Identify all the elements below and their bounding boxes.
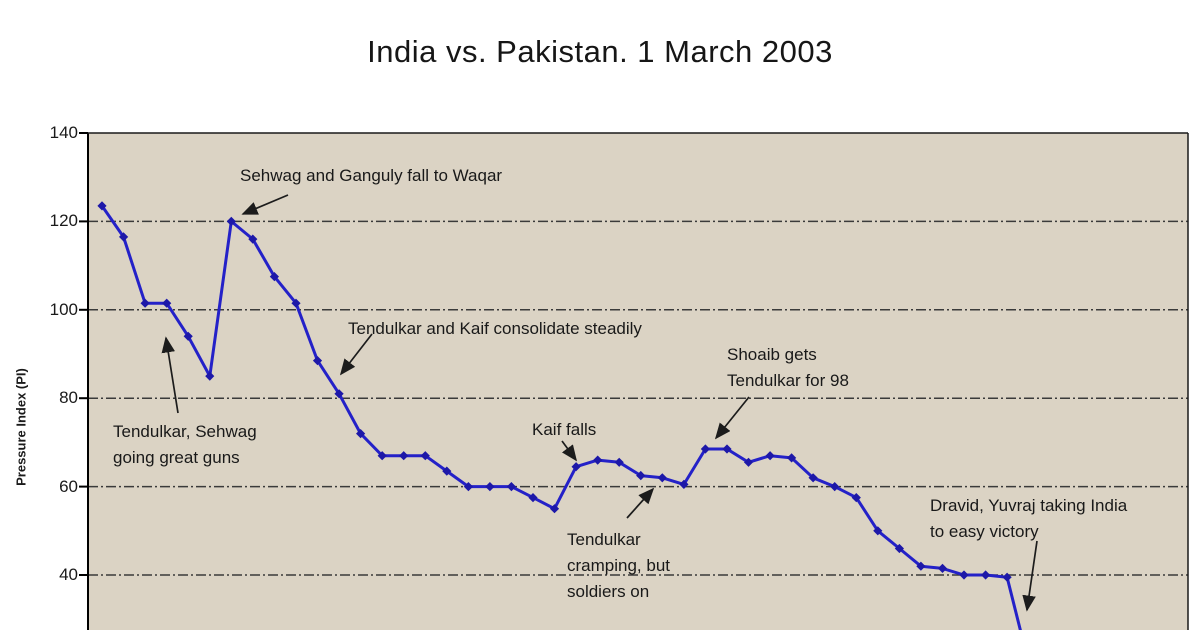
chart-annotation-6: Tendulkar cramping, but soldiers on (567, 530, 670, 601)
chart-annotation-5: Shoaib gets Tendulkar for 98 (727, 345, 849, 390)
annotation-arrow-6 (626, 487, 655, 519)
chart-annotation-2: Tendulkar, Sehwag going great guns (113, 422, 257, 467)
data-point-markers (97, 201, 1012, 582)
chart-annotation-4: Kaif falls (532, 420, 597, 439)
annotation-arrow-2 (161, 336, 179, 414)
y-tick-label-80: 80 (59, 388, 78, 408)
plot-area-background (88, 133, 1188, 630)
y-tick-label-120: 120 (49, 211, 78, 231)
annotation-arrow-3 (339, 333, 373, 376)
y-tick-label-100: 100 (49, 299, 78, 319)
annotation-arrow-4 (561, 440, 578, 462)
annotation-arrow-5 (714, 396, 750, 440)
chart-annotation-3: Tendulkar and Kaif consolidate steadily (348, 319, 642, 338)
chart-annotation-7: Dravid, Yuvraj taking India to easy vict… (930, 496, 1128, 541)
annotation-arrow-1 (241, 194, 289, 215)
y-tick-label-40: 40 (59, 565, 78, 584)
chart-title: India vs. Pakistan. 1 March 2003 (367, 34, 833, 69)
annotation-arrow-7 (1022, 540, 1038, 612)
chart-annotation-1: Sehwag and Ganguly fall to Waqar (240, 166, 503, 185)
pressure-index-line (100, 205, 1022, 630)
y-tick-label-140: 140 (49, 123, 78, 142)
y-tick-label-60: 60 (59, 476, 78, 496)
